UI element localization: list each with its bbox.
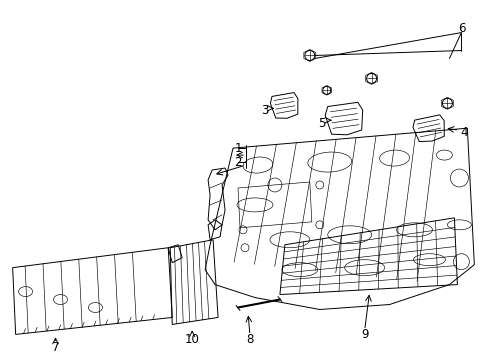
Text: 9: 9 (360, 328, 367, 341)
Text: 1: 1 (234, 141, 241, 155)
Text: 6: 6 (457, 22, 464, 35)
Text: 5: 5 (317, 117, 325, 130)
Text: 10: 10 (184, 333, 199, 346)
Text: 4: 4 (460, 126, 467, 139)
Text: 8: 8 (246, 333, 253, 346)
Text: 7: 7 (52, 341, 59, 354)
Text: 3: 3 (261, 104, 268, 117)
Text: 2: 2 (234, 156, 241, 168)
